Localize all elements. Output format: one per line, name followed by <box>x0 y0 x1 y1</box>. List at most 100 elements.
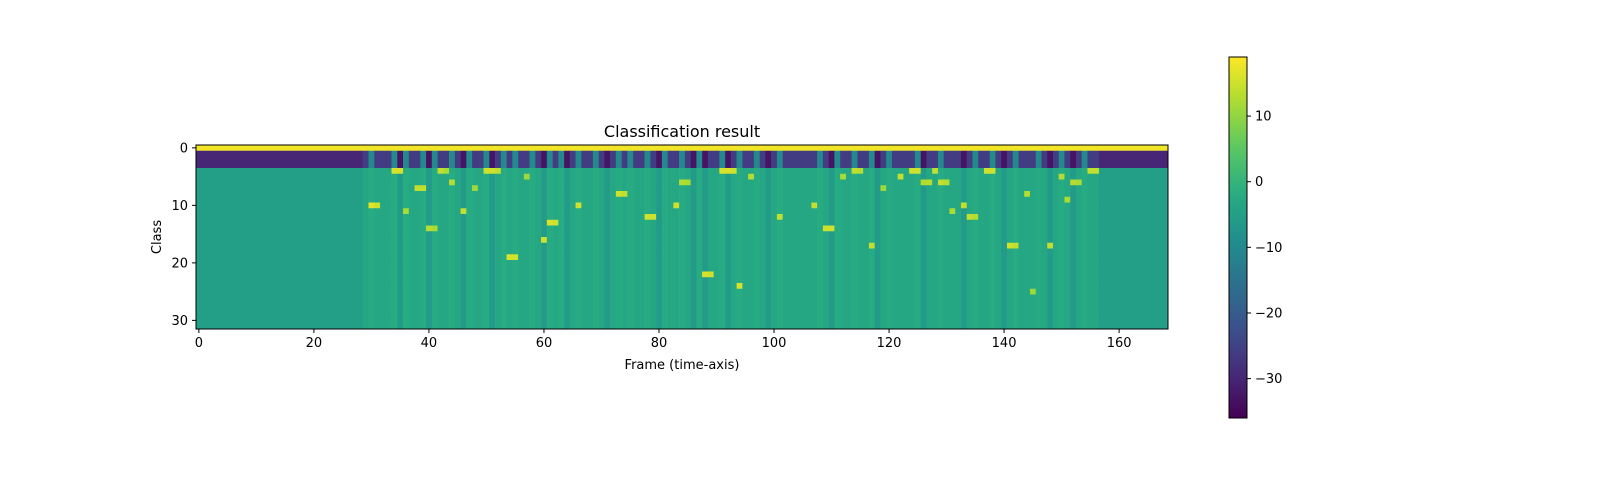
heatmap-cell <box>362 231 369 238</box>
heatmap-cell <box>506 317 513 324</box>
heatmap-cell <box>518 311 530 318</box>
heatmap-cell <box>661 219 668 226</box>
heatmap-cell <box>1047 283 1054 290</box>
heatmap-cell <box>937 214 944 221</box>
heatmap-cell <box>943 271 962 278</box>
heatmap-cell <box>725 231 732 238</box>
heatmap-cell <box>558 254 565 261</box>
heatmap-cell <box>753 283 760 290</box>
heatmap-cell <box>1047 168 1054 175</box>
heatmap-cell <box>891 242 916 249</box>
heatmap-cell <box>518 225 530 232</box>
heatmap-cell <box>569 150 576 157</box>
heatmap-cell <box>972 179 979 186</box>
heatmap-cell <box>817 219 824 226</box>
heatmap-cell <box>644 306 651 313</box>
heatmap-cell <box>472 237 484 244</box>
heatmap-cell <box>667 283 680 290</box>
heatmap-cell <box>575 156 582 163</box>
heatmap-cell <box>460 300 467 307</box>
heatmap-cell <box>725 185 732 192</box>
heatmap-cell <box>500 231 507 238</box>
heatmap-cell <box>874 306 881 313</box>
heatmap-cell <box>914 225 921 232</box>
heatmap-cell <box>512 179 519 186</box>
heatmap-cell <box>1018 185 1037 192</box>
heatmap-cell <box>558 277 565 284</box>
heatmap-cell <box>1041 311 1048 318</box>
heatmap-cell <box>707 294 720 301</box>
heatmap-cell <box>1006 237 1014 244</box>
heatmap-cell <box>719 225 726 232</box>
heatmap-cell <box>1070 248 1077 255</box>
heatmap-cell <box>535 173 542 180</box>
heatmap-cell <box>1035 231 1042 238</box>
heatmap-cell <box>702 271 709 278</box>
heatmap-cell <box>661 323 668 330</box>
heatmap-cell <box>1058 260 1065 267</box>
heatmap-cell <box>828 196 835 203</box>
heatmap-cell <box>650 306 657 313</box>
heatmap-cell <box>569 162 576 169</box>
heatmap-cell <box>972 168 979 175</box>
heatmap-cell <box>362 288 369 295</box>
heatmap-cell <box>592 214 599 221</box>
heatmap-cell <box>966 191 973 198</box>
heatmap-cell <box>1098 219 1169 226</box>
heatmap-cell <box>633 196 645 203</box>
heatmap-cell <box>1075 242 1083 249</box>
heatmap-cell <box>541 202 548 209</box>
heatmap-cell <box>621 283 628 290</box>
heatmap-cell <box>1001 202 1008 209</box>
heatmap-cell <box>776 323 783 330</box>
heatmap-cell <box>500 323 507 330</box>
heatmap-cell <box>1052 248 1060 255</box>
heatmap-cell <box>621 179 628 186</box>
heatmap-cell <box>914 300 921 307</box>
heatmap-cell <box>960 300 967 307</box>
heatmap-cell <box>868 300 875 307</box>
heatmap-cell <box>943 150 962 157</box>
heatmap-cell <box>1006 231 1014 238</box>
heatmap-cell <box>966 237 973 244</box>
heatmap-cell <box>1081 225 1088 232</box>
heatmap-cell <box>937 311 944 318</box>
heatmap-cell <box>604 231 611 238</box>
heatmap-cell <box>368 306 375 313</box>
heatmap-cell <box>489 300 496 307</box>
heatmap-cell <box>817 277 824 284</box>
heatmap-cell <box>1064 271 1071 278</box>
heatmap-cell <box>765 242 772 249</box>
heatmap-cell <box>454 306 461 313</box>
heatmap-cell <box>725 208 732 215</box>
heatmap-cell <box>506 311 513 318</box>
heatmap-cell <box>564 317 571 324</box>
heatmap-cell <box>1058 237 1065 244</box>
heatmap-cell <box>483 208 490 215</box>
heatmap-cell <box>742 294 755 301</box>
heatmap-cell <box>978 288 990 295</box>
heatmap-cell <box>736 196 743 203</box>
heatmap-cell <box>857 185 870 192</box>
heatmap-cell <box>725 277 732 284</box>
heatmap-cell <box>966 323 973 330</box>
heatmap-cell <box>592 323 599 330</box>
heatmap-cell <box>546 231 553 238</box>
heatmap-cell <box>426 173 433 180</box>
heatmap-cell <box>644 214 657 221</box>
heatmap-cell <box>535 196 542 203</box>
heatmap-cell <box>995 254 1002 261</box>
heatmap-cell <box>1075 196 1083 203</box>
heatmap-cell <box>558 265 565 272</box>
heatmap-cell <box>679 265 686 272</box>
heatmap-cell <box>1052 254 1060 261</box>
heatmap-cell <box>817 265 824 272</box>
heatmap-cell <box>1098 173 1169 180</box>
heatmap-cell <box>880 185 887 192</box>
heatmap-cell <box>408 317 421 324</box>
heatmap-cell <box>1047 306 1054 313</box>
heatmap-cell <box>408 219 421 226</box>
heatmap-cell <box>828 202 835 209</box>
heatmap-cell <box>851 191 858 198</box>
heatmap-cell <box>598 231 605 238</box>
